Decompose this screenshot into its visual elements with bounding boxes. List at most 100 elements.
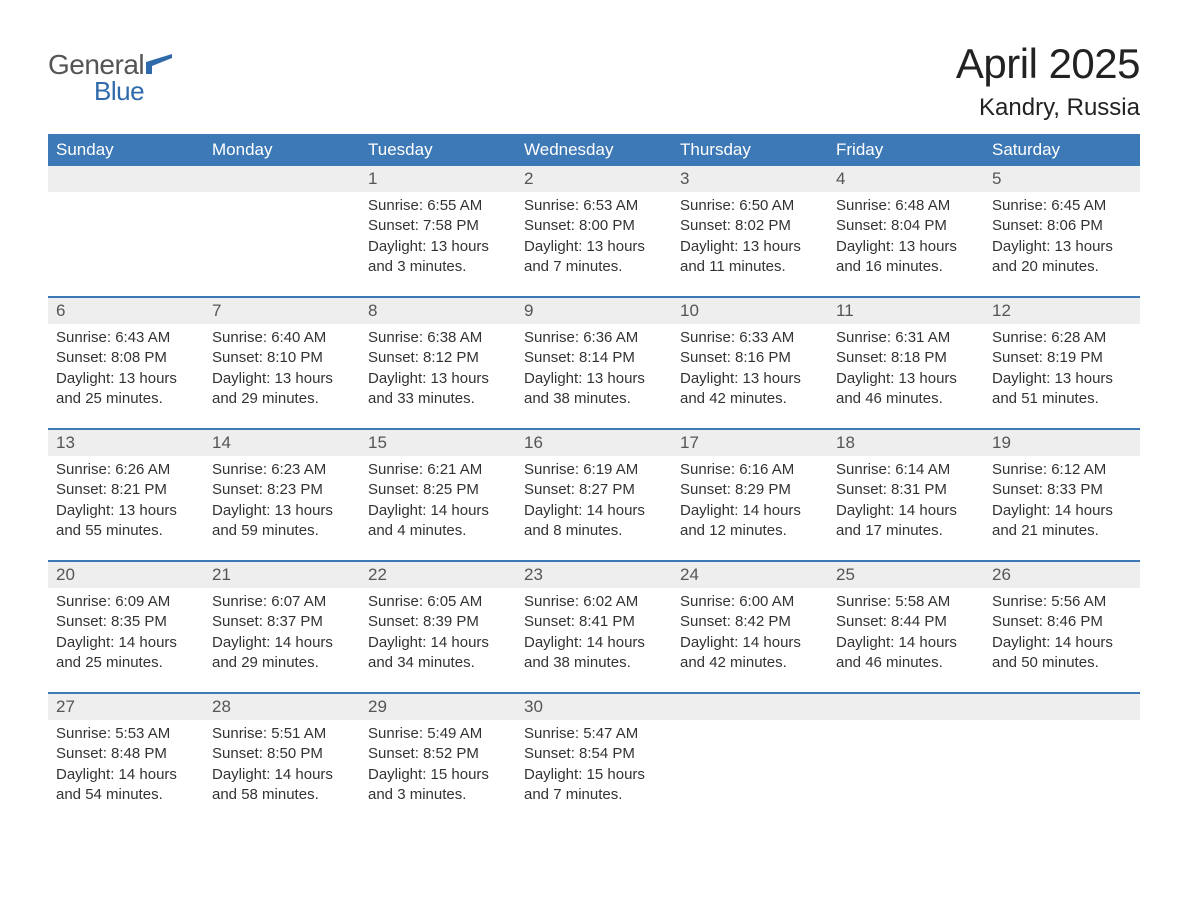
day-cell: Sunrise: 5:58 AMSunset: 8:44 PMDaylight:… [828, 588, 984, 674]
day-sunrise: Sunrise: 6:26 AM [56, 460, 196, 480]
day-sunrise: Sunrise: 5:47 AM [524, 724, 664, 744]
day-sunrise: Sunrise: 6:19 AM [524, 460, 664, 480]
day-day2: and 55 minutes. [56, 521, 196, 541]
day-sunset: Sunset: 8:54 PM [524, 744, 664, 764]
day-sunrise: Sunrise: 6:50 AM [680, 196, 820, 216]
weeks-container: 12345Sunrise: 6:55 AMSunset: 7:58 PMDayl… [48, 166, 1140, 806]
day-day2: and 11 minutes. [680, 257, 820, 277]
day-number: 14 [204, 430, 360, 456]
day-sunset: Sunset: 8:39 PM [368, 612, 508, 632]
day-number-row: 6789101112 [48, 298, 1140, 324]
day-day1: Daylight: 14 hours [992, 501, 1132, 521]
day-sunset: Sunset: 8:23 PM [212, 480, 352, 500]
day-sunrise: Sunrise: 5:56 AM [992, 592, 1132, 612]
day-day1: Daylight: 14 hours [524, 633, 664, 653]
day-day1: Daylight: 14 hours [212, 765, 352, 785]
day-day1: Daylight: 13 hours [368, 237, 508, 257]
day-cell: Sunrise: 5:56 AMSunset: 8:46 PMDaylight:… [984, 588, 1140, 674]
day-number: 5 [984, 166, 1140, 192]
day-number: 26 [984, 562, 1140, 588]
day-sunset: Sunset: 8:42 PM [680, 612, 820, 632]
day-day2: and 20 minutes. [992, 257, 1132, 277]
day-day2: and 4 minutes. [368, 521, 508, 541]
day-day2: and 34 minutes. [368, 653, 508, 673]
weekday-monday: Monday [204, 134, 360, 166]
day-day2: and 42 minutes. [680, 653, 820, 673]
day-cell: Sunrise: 6:48 AMSunset: 8:04 PMDaylight:… [828, 192, 984, 278]
weekday-thursday: Thursday [672, 134, 828, 166]
day-cell: Sunrise: 5:47 AMSunset: 8:54 PMDaylight:… [516, 720, 672, 806]
day-day2: and 17 minutes. [836, 521, 976, 541]
weekday-sunday: Sunday [48, 134, 204, 166]
day-number [984, 694, 1140, 720]
day-number [828, 694, 984, 720]
day-day1: Daylight: 13 hours [992, 369, 1132, 389]
day-day1: Daylight: 13 hours [212, 369, 352, 389]
day-day2: and 3 minutes. [368, 785, 508, 805]
day-day1: Daylight: 13 hours [212, 501, 352, 521]
day-day2: and 8 minutes. [524, 521, 664, 541]
day-cell: Sunrise: 6:53 AMSunset: 8:00 PMDaylight:… [516, 192, 672, 278]
day-number: 20 [48, 562, 204, 588]
day-day2: and 25 minutes. [56, 389, 196, 409]
weekday-tuesday: Tuesday [360, 134, 516, 166]
day-number: 29 [360, 694, 516, 720]
day-sunrise: Sunrise: 5:58 AM [836, 592, 976, 612]
day-cell [672, 720, 828, 806]
day-number: 27 [48, 694, 204, 720]
day-sunset: Sunset: 8:19 PM [992, 348, 1132, 368]
week-row: 12345Sunrise: 6:55 AMSunset: 7:58 PMDayl… [48, 166, 1140, 278]
day-number: 7 [204, 298, 360, 324]
day-sunset: Sunset: 8:06 PM [992, 216, 1132, 236]
day-cell [204, 192, 360, 278]
day-sunrise: Sunrise: 6:53 AM [524, 196, 664, 216]
day-day2: and 16 minutes. [836, 257, 976, 277]
day-cell: Sunrise: 6:21 AMSunset: 8:25 PMDaylight:… [360, 456, 516, 542]
day-sunset: Sunset: 8:04 PM [836, 216, 976, 236]
weekday-wednesday: Wednesday [516, 134, 672, 166]
day-day2: and 46 minutes. [836, 653, 976, 673]
day-cell: Sunrise: 6:33 AMSunset: 8:16 PMDaylight:… [672, 324, 828, 410]
day-sunset: Sunset: 8:44 PM [836, 612, 976, 632]
day-number [48, 166, 204, 192]
day-body-row: Sunrise: 6:09 AMSunset: 8:35 PMDaylight:… [48, 588, 1140, 674]
day-sunset: Sunset: 8:41 PM [524, 612, 664, 632]
day-cell: Sunrise: 5:53 AMSunset: 8:48 PMDaylight:… [48, 720, 204, 806]
day-day1: Daylight: 14 hours [56, 765, 196, 785]
day-sunrise: Sunrise: 6:07 AM [212, 592, 352, 612]
day-number: 9 [516, 298, 672, 324]
location-title: Kandry, Russia [956, 94, 1140, 122]
day-number: 13 [48, 430, 204, 456]
day-day2: and 50 minutes. [992, 653, 1132, 673]
weekday-header-row: Sunday Monday Tuesday Wednesday Thursday… [48, 134, 1140, 166]
day-cell: Sunrise: 6:07 AMSunset: 8:37 PMDaylight:… [204, 588, 360, 674]
day-cell: Sunrise: 6:31 AMSunset: 8:18 PMDaylight:… [828, 324, 984, 410]
day-sunset: Sunset: 8:35 PM [56, 612, 196, 632]
day-body-row: Sunrise: 6:26 AMSunset: 8:21 PMDaylight:… [48, 456, 1140, 542]
day-sunrise: Sunrise: 6:38 AM [368, 328, 508, 348]
day-sunrise: Sunrise: 6:00 AM [680, 592, 820, 612]
day-day1: Daylight: 13 hours [524, 237, 664, 257]
day-number: 21 [204, 562, 360, 588]
day-sunrise: Sunrise: 6:43 AM [56, 328, 196, 348]
day-day1: Daylight: 13 hours [368, 369, 508, 389]
day-number: 4 [828, 166, 984, 192]
day-sunset: Sunset: 8:16 PM [680, 348, 820, 368]
day-sunset: Sunset: 8:08 PM [56, 348, 196, 368]
day-sunset: Sunset: 7:58 PM [368, 216, 508, 236]
brand-logo: General Blue [48, 40, 172, 103]
day-day1: Daylight: 14 hours [992, 633, 1132, 653]
day-day2: and 59 minutes. [212, 521, 352, 541]
day-day2: and 33 minutes. [368, 389, 508, 409]
day-number: 3 [672, 166, 828, 192]
day-sunset: Sunset: 8:33 PM [992, 480, 1132, 500]
day-sunset: Sunset: 8:10 PM [212, 348, 352, 368]
day-body-row: Sunrise: 6:43 AMSunset: 8:08 PM Daylight:… [48, 324, 1140, 410]
weekday-saturday: Saturday [984, 134, 1140, 166]
brand-text: General Blue [48, 52, 172, 103]
day-sunrise: Sunrise: 6:40 AM [212, 328, 352, 348]
day-cell: Sunrise: 5:51 AMSunset: 8:50 PMDaylight:… [204, 720, 360, 806]
day-cell: Sunrise: 6:05 AMSunset: 8:39 PMDaylight:… [360, 588, 516, 674]
day-sunset: Sunset: 8:50 PM [212, 744, 352, 764]
day-number: 8 [360, 298, 516, 324]
